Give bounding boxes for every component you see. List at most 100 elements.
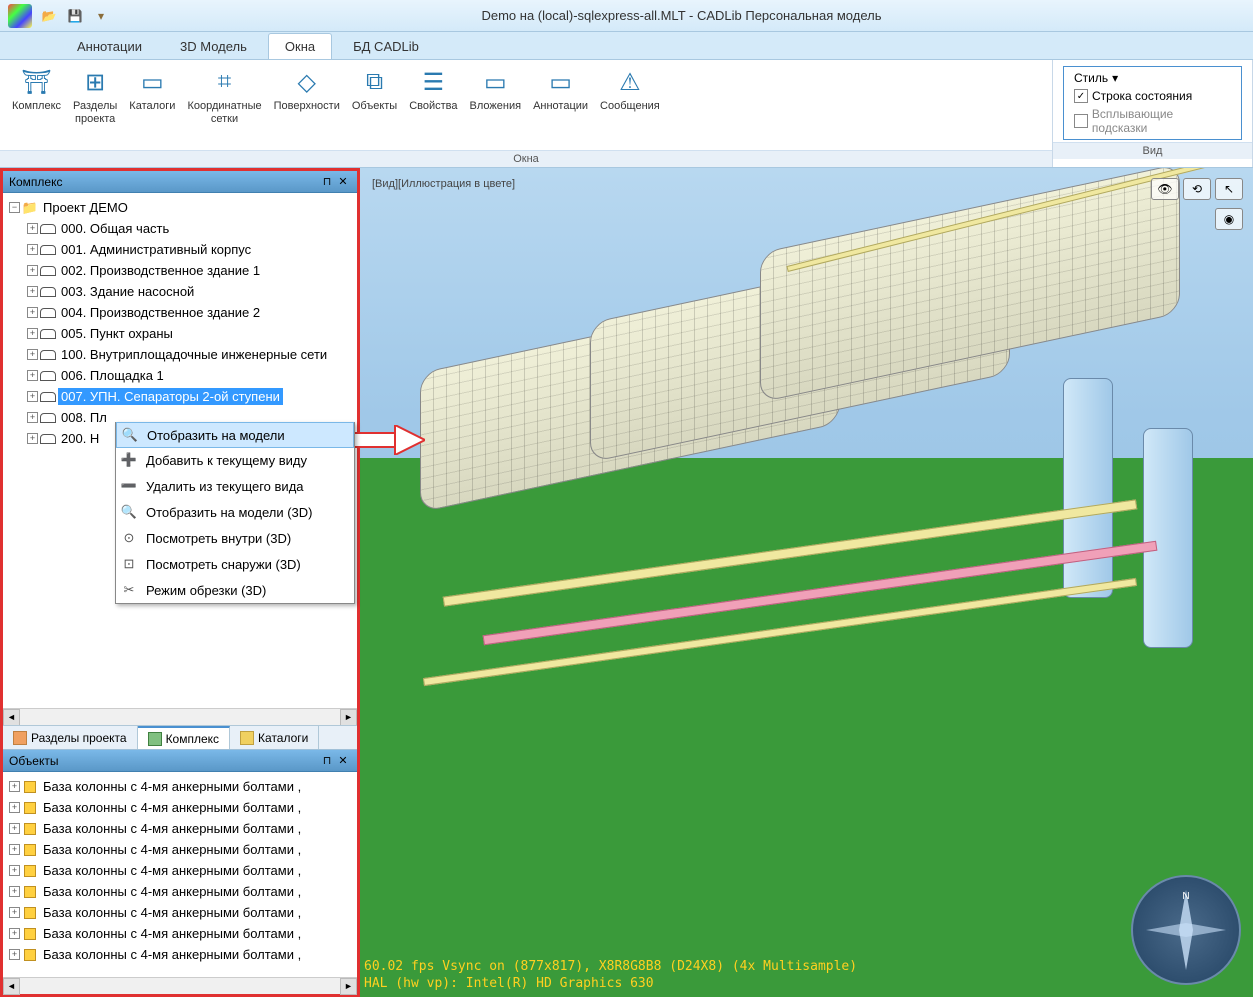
tree-item[interactable]: + База колонны с 4-мя анкерными болтами , [5,944,355,965]
menu-label: Отобразить на модели (3D) [146,505,313,520]
expand-icon[interactable]: + [9,907,20,918]
object-icon [22,948,38,962]
expand-icon[interactable]: + [27,328,38,339]
compass-icon[interactable]: N [1131,875,1241,985]
context-menu-item[interactable]: ⊙Посмотреть внутри (3D) [116,525,354,551]
tab-db-cadlib[interactable]: БД CADLib [336,33,436,59]
tree-item[interactable]: +003. Здание насосной [23,281,355,302]
tree-item[interactable]: +База колонны с 4-мя анкерными болтами , [5,881,355,902]
tab-project-sections[interactable]: Разделы проекта [3,726,138,749]
expand-icon[interactable]: + [27,307,38,318]
statusbar-checkbox[interactable]: ✓ Строка состояния [1074,89,1231,103]
tree-item[interactable]: +007. УПН. Сепараторы 2-ой ступени [23,386,355,407]
tree-item[interactable]: +База колонны с 4-мя анкерными болтами , [5,902,355,923]
context-menu-item[interactable]: ➕Добавить к текущему виду [116,447,354,473]
tree-item[interactable]: +100. Внутриплощадочные инженерные сети [23,344,355,365]
menu-label: Посмотреть снаружи (3D) [146,557,301,572]
context-menu-item[interactable]: ✂Режим обрезки (3D) [116,577,354,603]
tree-item[interactable]: +004. Производственное здание 2 [23,302,355,323]
3d-viewport[interactable]: [Вид][Иллюстрация в цвете] 👁 ⟲ ↖ ◉ 60.02… [360,168,1253,997]
context-menu-item[interactable]: 🔍Отобразить на модели [116,422,354,448]
tree-item[interactable]: +005. Пункт охраны [23,323,355,344]
tree-item[interactable]: +006. Площадка 1 [23,365,355,386]
tab-annotations[interactable]: Аннотации [60,33,159,59]
tab-catalogs[interactable]: Каталоги [230,726,319,749]
ribbon-button[interactable]: ▭Каталоги [125,64,179,115]
tab-3d-model[interactable]: 3D Модель [163,33,264,59]
tree-item[interactable]: +База колонны с 4-мя анкерными болтами , [5,797,355,818]
tree-item[interactable]: +База колонны с 4-мя анкерными болтами , [5,776,355,797]
object-icon [22,780,38,794]
qat-dropdown-icon[interactable]: ▾ [92,7,110,25]
expand-icon[interactable]: + [9,865,20,876]
cursor-icon[interactable]: ↖ [1215,178,1243,200]
ribbon-button[interactable]: ◇Поверхности [270,64,344,115]
tree-item[interactable]: +База колонны с 4-мя анкерными болтами , [5,818,355,839]
style-dropdown[interactable]: Стиль ▾ [1074,71,1231,85]
tree-item[interactable]: +001. Административный корпус [23,239,355,260]
menu-icon: 🔍 [120,503,138,521]
expand-icon[interactable]: + [9,886,20,897]
expand-icon[interactable]: + [27,391,38,402]
expand-icon[interactable]: + [27,370,38,381]
tree-label: 003. Здание насосной [58,283,197,300]
ribbon-button[interactable]: ⊞Разделыпроекта [69,64,121,128]
tooltips-checkbox[interactable]: Всплывающие подсказки [1074,107,1231,135]
expand-icon[interactable]: + [9,781,20,792]
expand-icon[interactable]: + [27,223,38,234]
expand-icon[interactable]: + [9,823,20,834]
panel-header: Объекты ⊓ ✕ [3,750,357,772]
pin-icon[interactable]: ⊓ [319,753,335,769]
scroll-right-icon[interactable]: ► [340,978,357,995]
expand-icon[interactable]: + [9,928,20,939]
ribbon-group-label: Вид [1053,142,1252,159]
tree-item[interactable]: +База колонны с 4-мя анкерными болтами , [5,860,355,881]
close-icon[interactable]: ✕ [335,174,351,190]
object-icon [22,843,38,857]
tree-item[interactable]: +База колонны с 4-мя анкерными болтами , [5,839,355,860]
save-icon[interactable]: 💾 [66,7,84,25]
ribbon-button[interactable]: ⚠Сообщения [596,64,664,115]
pin-icon[interactable]: ⊓ [319,174,335,190]
expand-icon[interactable]: + [9,802,20,813]
tree-item[interactable]: +База колонны с 4-мя анкерными болтами , [5,923,355,944]
ribbon-button[interactable]: ▭Вложения [466,64,526,115]
tree-label: База колонны с 4-мя анкерными болтами , [40,946,304,963]
ribbon-button[interactable]: ⧉Объекты [348,64,401,115]
ribbon-button[interactable]: ⌗Координатныесетки [183,64,265,128]
expand-icon[interactable]: + [27,286,38,297]
tab-complex[interactable]: Комплекс [138,726,230,749]
tree-root[interactable]: − 📁 Проект ДЕМО [5,197,355,218]
expand-icon[interactable]: + [27,433,38,444]
context-menu-item[interactable]: ➖Удалить из текущего вида [116,473,354,499]
scroll-left-icon[interactable]: ◄ [3,978,20,995]
collapse-icon[interactable]: − [9,202,20,213]
scroll-right-icon[interactable]: ► [340,709,357,726]
open-icon[interactable]: 📂 [40,7,58,25]
expand-icon[interactable]: + [27,265,38,276]
tree-item[interactable]: +002. Производственное здание 1 [23,260,355,281]
objects-tree[interactable]: + База колонны с 4-мя анкерными болтами ,… [3,772,357,977]
ribbon-label: Координатныесетки [187,100,261,126]
expand-icon[interactable]: + [9,844,20,855]
ribbon-button[interactable]: ☰Свойства [405,64,461,115]
context-menu-item[interactable]: 🔍 Отобразить на модели (3D) [116,499,354,525]
tree-item[interactable]: +000. Общая часть [23,218,355,239]
tab-windows[interactable]: Окна [268,33,332,59]
scroll-left-icon[interactable]: ◄ [3,709,20,726]
ribbon-button[interactable]: ▭Аннотации [529,64,592,115]
expand-icon[interactable]: + [27,349,38,360]
close-icon[interactable]: ✕ [335,753,351,769]
layer-icon[interactable]: ◉ [1215,208,1243,230]
orbit-icon[interactable]: ⟲ [1183,178,1211,200]
eye-icon[interactable]: 👁 [1151,178,1179,200]
expand-icon[interactable]: + [27,244,38,255]
expand-icon[interactable]: + [27,412,38,423]
horizontal-scrollbar[interactable]: ◄ ► [3,977,357,994]
panel-tabs: Разделы проекта Комплекс Каталоги [3,725,357,749]
expand-icon[interactable]: + [9,949,20,960]
horizontal-scrollbar[interactable]: ◄ ► [3,708,357,725]
context-menu-item[interactable]: ⊡Посмотреть снаружи (3D) [116,551,354,577]
ribbon-button[interactable]: ⛩Комплекс [8,64,65,115]
context-menu: 🔍Отобразить на модели➕Добавить к текущем… [115,422,355,604]
